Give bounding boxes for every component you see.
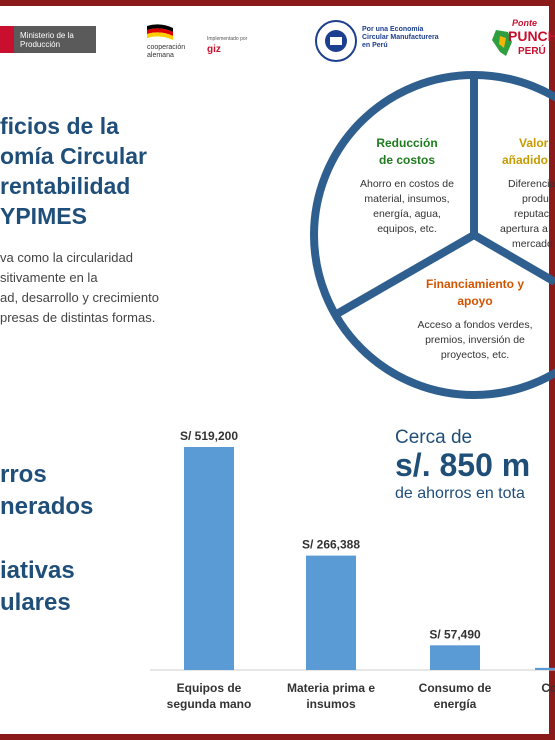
- frame-top-border: [0, 0, 555, 6]
- ministerio-logo: Ministerio de la Producción: [0, 26, 96, 53]
- heading-line: de costos: [378, 153, 435, 167]
- giz-logo: cooperación alemana Implementado por giz: [145, 22, 255, 62]
- desc-line: presas de distintas formas.: [0, 310, 156, 325]
- body-line: mercado: [512, 238, 553, 250]
- segment-valor-anadido: Valor añadido Diferencia produ reputac a…: [500, 135, 555, 252]
- german-flag-icon: [147, 24, 173, 40]
- bar-value-label: S/ 57,490: [429, 627, 481, 641]
- frame-right-border: [549, 0, 555, 740]
- empresa-circular-seal-icon: [315, 20, 357, 62]
- heading-line: añadido: [502, 153, 549, 167]
- segment-heading: Reducción de costos: [337, 135, 477, 169]
- pie-divider-right: [471, 231, 555, 286]
- segment-body: Acceso a fondos verdes, premios, inversi…: [400, 318, 550, 363]
- savings-title-line: iativas: [0, 557, 75, 584]
- title-line: ficios de la: [0, 113, 119, 139]
- category-tick-label: Consumo de: [419, 681, 492, 695]
- page-title: ficios de la omía Circular rentabilidad …: [0, 111, 200, 231]
- body-line: Ahorro en costos de: [360, 178, 454, 190]
- cooperacion-label: cooperación alemana: [147, 44, 186, 59]
- desc-line: ad, desarrollo y crecimiento: [0, 290, 159, 305]
- title-line: rentabilidad: [0, 173, 131, 199]
- desc-line: sitivamente en la: [0, 270, 98, 285]
- heading-line: Valor: [519, 136, 549, 150]
- implementado-label: Implementado por: [207, 36, 248, 42]
- segment-financiamiento: Financiamiento y apoyo Acceso a fondos v…: [400, 276, 550, 363]
- ponte-label: Ponte: [512, 18, 538, 28]
- segment-heading: Financiamiento y apoyo: [400, 276, 550, 310]
- ponte-punche-logo: Ponte PUNCHE PERÚ: [490, 18, 555, 64]
- body-line: apertura a: [500, 223, 548, 235]
- body-line: premios, inversión de: [425, 334, 525, 346]
- giz-label: giz: [207, 44, 221, 55]
- eco-text: Por una Economía Circular Manufacturera …: [362, 26, 439, 49]
- segment-body: Diferencia produ reputac apertura a merc…: [500, 177, 555, 252]
- benefits-pie-diagram: [310, 71, 555, 399]
- body-line: energía, agua,: [373, 208, 441, 220]
- category-tick-label: energía: [434, 697, 477, 711]
- body-line: proyectos, etc.: [440, 349, 510, 361]
- frame-bottom-border: [0, 734, 555, 740]
- heading-line: Reducción: [376, 136, 438, 150]
- heading-line: apoyo: [457, 294, 493, 308]
- ministerio-label: Ministerio de la Producción: [20, 30, 74, 49]
- category-tick-label: insumos: [306, 697, 356, 711]
- body-line: material, insumos,: [364, 193, 450, 205]
- category-tick-label: Materia prima e: [287, 681, 375, 695]
- savings-title-line: [0, 523, 93, 555]
- bar-2: [430, 645, 480, 670]
- title-line: YPIMES: [0, 203, 87, 229]
- logo-bar: Ministerio de la Producción cooperación …: [0, 6, 555, 68]
- body-line: Acceso a fondos verdes,: [417, 319, 533, 331]
- body-line: Diferencia: [508, 178, 555, 190]
- peru-label: PERÚ: [518, 46, 546, 57]
- peru-shield-icon: [0, 26, 14, 53]
- empresa-circular-logo: Por una Economía Circular Manufacturera …: [312, 18, 442, 64]
- bar-value-label: S/ 266,388: [302, 538, 360, 552]
- segment-heading: Valor añadido: [500, 135, 555, 169]
- callout-ahorros-total: de ahorros en tota: [395, 485, 525, 502]
- peru-map-icon: [492, 30, 512, 56]
- title-line: omía Circular: [0, 143, 147, 169]
- savings-title-line: nerados: [0, 493, 94, 520]
- segment-body: Ahorro en costos de material, insumos, e…: [337, 177, 477, 237]
- body-line: produ: [522, 193, 549, 205]
- heading-line: Financiamiento y: [425, 277, 525, 291]
- intro-description: va como la circularidad sitivamente en l…: [0, 248, 210, 328]
- bar-value-label: S/ 519,200: [180, 429, 238, 443]
- savings-title-line: rros: [0, 461, 47, 488]
- desc-line: va como la circularidad: [0, 250, 133, 265]
- bar-0: [184, 447, 234, 670]
- body-line: reputac: [514, 208, 550, 220]
- punche-label: PUNCHE: [508, 28, 555, 44]
- callout-amount: s/. 850 m: [395, 447, 531, 483]
- segment-reduccion-costos: Reducción de costos Ahorro en costos de …: [337, 135, 477, 237]
- bar-1: [306, 555, 356, 670]
- category-tick-label: segunda mano: [167, 697, 252, 711]
- category-tick-label: Equipos de: [177, 681, 242, 695]
- savings-title-line: ulares: [0, 589, 71, 616]
- savings-title: rros nerados iativas ulares: [0, 459, 93, 619]
- callout-cerca: Cerca de: [395, 427, 473, 448]
- body-line: equipos, etc.: [377, 223, 437, 235]
- pie-divider-left: [333, 231, 476, 319]
